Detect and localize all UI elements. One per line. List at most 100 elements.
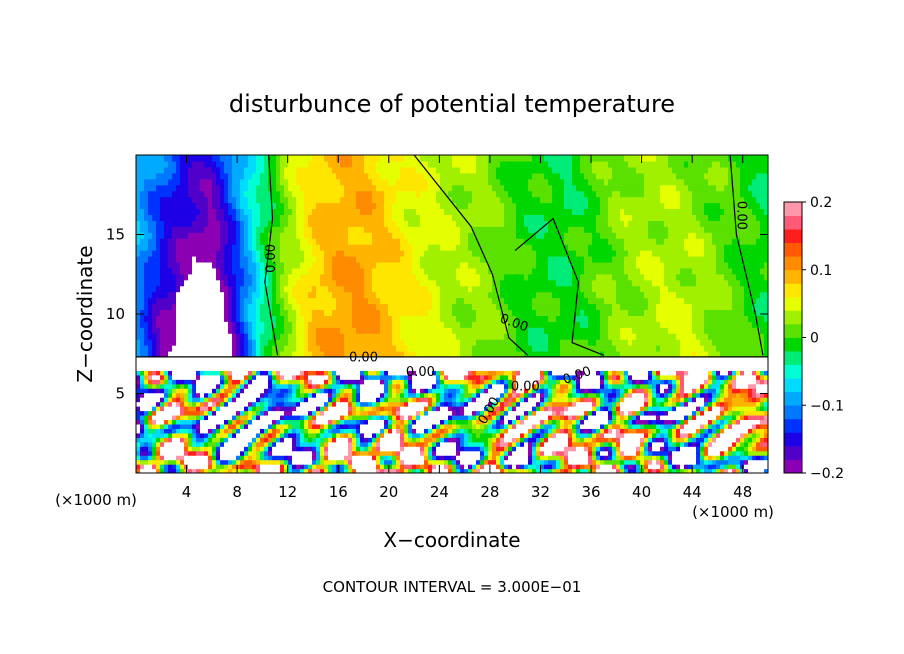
upper-cell [624,345,629,352]
upper-cell [552,184,557,192]
upper-cell [484,202,489,210]
upper-cell [484,190,489,198]
upper-cell [136,196,141,204]
upper-cell [556,327,561,334]
upper-cell [328,190,333,198]
upper-cell [468,232,473,239]
upper-cell [440,333,445,340]
upper-cell [712,267,717,275]
upper-cell [480,172,485,180]
upper-cell [520,261,525,269]
upper-cell [480,190,485,198]
upper-cell [160,196,165,204]
upper-cell [476,226,481,233]
upper-cell [608,345,613,352]
upper-cell [432,273,437,281]
upper-cell [636,345,641,352]
upper-cell [136,255,141,263]
upper-cell [204,350,209,358]
upper-cell [556,261,561,269]
upper-cell [208,309,213,316]
upper-cell [240,321,245,328]
upper-cell [624,279,629,287]
upper-cell [708,291,713,299]
upper-cell [508,244,513,251]
upper-cell [404,244,409,251]
upper-cell [260,244,265,251]
upper-cell [392,255,397,263]
upper-cell [680,172,685,180]
upper-cell [312,345,317,352]
upper-cell [208,267,213,275]
upper-cell [756,214,761,221]
upper-cell [516,327,521,334]
upper-cell [180,255,185,263]
upper-cell [652,291,657,299]
upper-cell [256,303,261,311]
upper-cell [400,267,405,275]
upper-cell [360,184,365,192]
upper-cell [372,196,377,204]
upper-cell [488,255,493,263]
upper-cell [180,350,185,358]
upper-cell [356,172,361,180]
upper-cell [380,220,385,227]
upper-cell [628,172,633,180]
upper-cell [316,333,321,340]
upper-cell [520,339,525,346]
upper-cell [384,339,389,346]
upper-cell [496,184,501,192]
upper-cell [680,327,685,334]
upper-cell [248,238,253,245]
upper-cell [732,321,737,328]
upper-cell [408,244,413,251]
upper-cell [636,232,641,239]
upper-cell [328,244,333,251]
upper-cell [460,345,465,352]
upper-cell [588,273,593,281]
upper-cell [176,315,181,322]
upper-cell [436,172,441,180]
upper-cell [440,184,445,192]
upper-cell [416,208,421,215]
upper-cell [344,178,349,186]
upper-cell [140,309,145,316]
upper-cell [148,244,153,251]
upper-cell [480,250,485,257]
upper-cell [372,244,377,251]
upper-cell [564,273,569,281]
upper-cell [212,291,217,299]
upper-cell [160,267,165,275]
upper-cell [620,297,625,305]
upper-cell [540,190,545,198]
upper-cell [140,279,145,287]
upper-cell [568,208,573,215]
upper-cell [432,261,437,269]
upper-cell [208,250,213,257]
upper-cell [644,261,649,269]
upper-cell [604,279,609,287]
upper-cell [300,345,305,352]
upper-cell [696,350,701,358]
upper-cell [568,339,573,346]
upper-cell [548,350,553,358]
upper-cell [548,339,553,346]
upper-cell [500,285,505,293]
upper-cell [736,327,741,334]
upper-cell [420,285,425,293]
upper-cell [644,291,649,299]
upper-cell [148,345,153,352]
upper-cell [596,208,601,215]
upper-cell [644,297,649,305]
upper-cell [136,285,141,293]
upper-cell [444,350,449,358]
upper-cell [244,184,249,192]
upper-cell [492,273,497,281]
upper-cell [516,255,521,263]
upper-cell [340,321,345,328]
upper-cell [724,214,729,221]
upper-cell [396,279,401,287]
upper-cell [584,339,589,346]
upper-cell [360,238,365,245]
upper-cell [676,202,681,210]
